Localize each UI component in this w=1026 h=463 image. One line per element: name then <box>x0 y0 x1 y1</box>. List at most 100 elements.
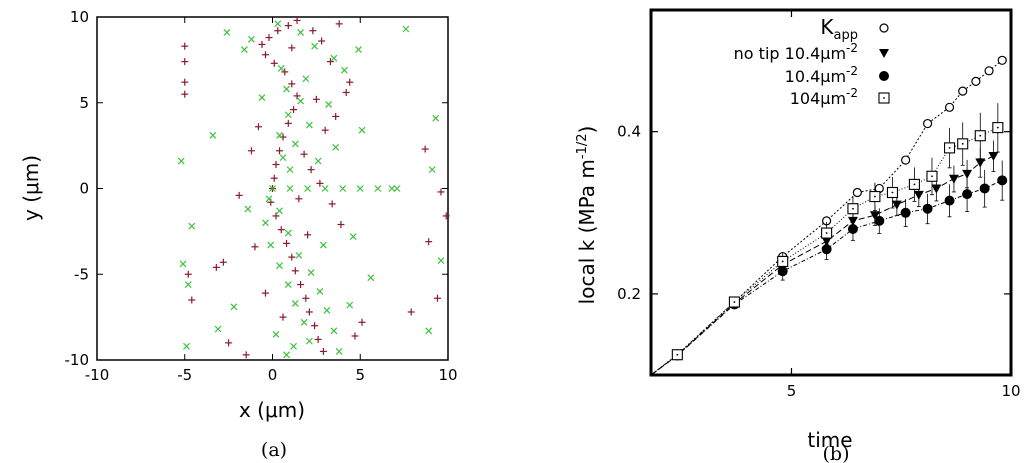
green-cross-point <box>262 219 269 227</box>
panel-a-y-ticks: -10 -5 0 5 10 <box>65 8 448 369</box>
red-plus-point <box>326 58 334 66</box>
green-cross-point <box>428 166 436 174</box>
green-cross-point <box>183 342 190 350</box>
red-plus-point <box>312 95 320 103</box>
red-plus-point <box>297 281 305 289</box>
green-cross-point <box>284 229 292 237</box>
filled-circle-point <box>944 195 955 206</box>
y-tick-label: 10 <box>70 8 89 26</box>
filled-circle-point <box>962 189 973 200</box>
green-cross-point <box>402 25 410 33</box>
panel-b-x-ticks: 5 10 <box>787 10 1021 400</box>
green-cross-point <box>297 29 305 36</box>
red-plus-point <box>295 195 303 203</box>
red-plus-point <box>181 42 189 50</box>
red-plus-point <box>181 58 189 66</box>
green-cross-point <box>437 257 445 264</box>
green-cross-point <box>277 65 285 72</box>
red-plus-point <box>291 267 299 275</box>
panel-b-x-axis-label: time <box>807 428 852 452</box>
green-cross-point <box>286 185 294 192</box>
green-cross-point <box>341 66 348 74</box>
red-plus-point <box>288 253 296 261</box>
panel-b-marks <box>671 55 1008 361</box>
green-cross-point <box>330 54 338 62</box>
green-cross-point <box>425 327 433 335</box>
filled-circle-point <box>997 175 1008 186</box>
open-circle-point <box>879 23 889 33</box>
red-plus-point <box>212 263 220 271</box>
green-cross-point <box>248 35 255 43</box>
filled-circle-point <box>847 224 858 234</box>
red-plus-point <box>309 27 317 35</box>
green-cross-point <box>325 101 333 108</box>
red-plus-point <box>254 123 262 131</box>
open-circle-point <box>922 118 933 129</box>
open-circle-point <box>984 66 994 76</box>
green-cross-point <box>269 185 276 192</box>
open-circle-point <box>901 155 911 165</box>
green-cross-point <box>283 85 290 93</box>
panel-a-x-ticks: -10 -5 0 5 10 <box>85 17 458 384</box>
red-plus-point <box>335 20 343 28</box>
green-cross-point <box>355 46 362 54</box>
panel-a-marks <box>177 16 450 359</box>
open-square-point <box>886 186 899 199</box>
red-plus-point <box>433 294 441 302</box>
green-cross-point <box>374 185 382 192</box>
green-cross-point <box>284 111 292 119</box>
green-cross-point <box>339 185 347 192</box>
red-plus-point <box>307 166 315 174</box>
red-plus-point <box>293 92 301 100</box>
x-tick-label: -5 <box>177 366 192 384</box>
y-tick-label: -10 <box>65 351 90 369</box>
filled-triangle-point <box>913 190 924 200</box>
red-plus-point <box>314 335 322 343</box>
legend-label: Kapp <box>820 15 858 43</box>
green-cross-point <box>367 274 375 282</box>
panel-b-caption: (b) <box>823 443 850 463</box>
green-cross-point <box>279 154 287 162</box>
panel-b-y-axis-label: local k (MPa m-1/2) <box>575 126 599 305</box>
open-square-point <box>943 142 956 154</box>
panel-a-y-axis-label: y (μm) <box>19 155 43 221</box>
green-cross-point <box>304 185 312 192</box>
red-plus-point <box>258 40 266 48</box>
green-cross-point <box>265 195 273 203</box>
panel-b-plot-frame <box>649 8 1013 377</box>
red-plus-point <box>284 22 292 30</box>
green-cross-point <box>305 337 313 345</box>
red-plus-point <box>311 322 319 330</box>
open-square-point <box>777 255 789 267</box>
legend-label: 104μm-2 <box>790 86 858 108</box>
filled-triangle-point <box>869 211 880 221</box>
red-plus-point <box>304 231 312 239</box>
red-plus-point <box>425 238 433 246</box>
open-square-point <box>908 178 920 190</box>
open-square-point <box>821 227 833 239</box>
red-plus-point <box>358 318 366 326</box>
green-cross-point <box>335 348 343 355</box>
open-square-point <box>847 203 859 215</box>
open-circle-point <box>971 76 981 86</box>
green-cross-point <box>272 330 280 338</box>
x-tick-label: -10 <box>85 366 110 384</box>
green-cross-point <box>258 94 266 102</box>
red-plus-point <box>283 239 291 247</box>
green-cross-point <box>291 140 299 148</box>
x-tick-label: 5 <box>787 382 797 400</box>
red-plus-point <box>337 221 345 229</box>
open-square-point <box>728 296 740 308</box>
green-cross-point <box>240 46 248 54</box>
green-cross-point <box>388 185 396 192</box>
x-tick-label: 10 <box>438 366 457 384</box>
open-square-point <box>926 170 938 182</box>
x-tick-label: 5 <box>355 366 365 384</box>
green-cross-point <box>346 301 354 309</box>
red-plus-point <box>274 27 282 35</box>
open-square-point <box>992 122 1004 134</box>
red-plus-point <box>270 174 278 182</box>
red-plus-point <box>318 37 326 45</box>
panel-b-y-ticks: 0.2 0.4 <box>617 123 1011 303</box>
